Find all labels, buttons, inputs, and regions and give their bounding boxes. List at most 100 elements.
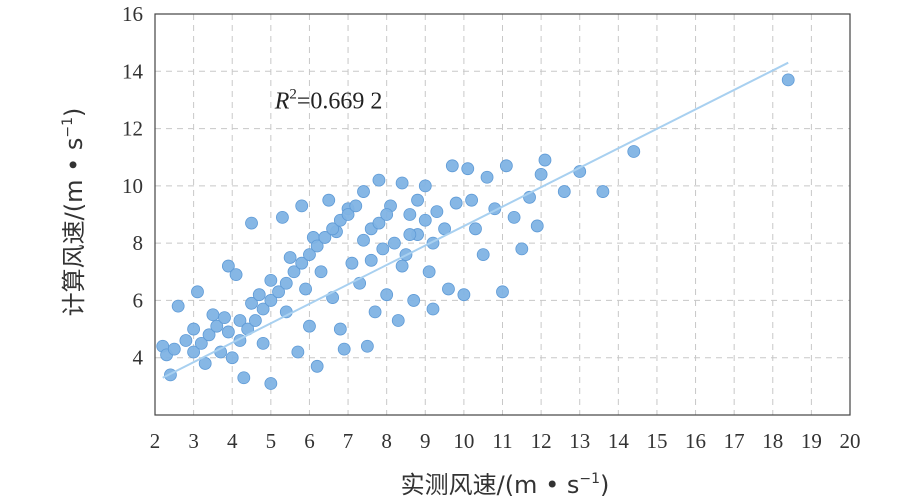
data-point xyxy=(310,239,324,253)
data-point xyxy=(391,314,405,327)
data-point xyxy=(303,248,316,262)
data-point xyxy=(449,196,463,210)
data-point xyxy=(345,256,359,270)
data-point xyxy=(395,259,409,273)
data-point xyxy=(507,210,521,224)
r-squared-var: R xyxy=(274,89,290,115)
x-axis-title-sup: −1 xyxy=(579,471,600,487)
y-axis-title-main: 计算风速/(m • s xyxy=(60,138,88,317)
x-tick-label: 12 xyxy=(531,429,552,453)
data-point xyxy=(442,282,455,296)
x-axis-title-main: 实测风速/(m • s xyxy=(401,471,580,499)
data-point xyxy=(418,213,432,227)
x-tick-label: 5 xyxy=(266,429,277,453)
data-point xyxy=(465,193,479,207)
data-point xyxy=(256,336,270,350)
data-point xyxy=(299,282,312,296)
data-point xyxy=(287,265,301,279)
data-point xyxy=(256,302,270,316)
data-point xyxy=(221,259,235,273)
data-point xyxy=(202,328,216,342)
data-point xyxy=(596,185,610,198)
data-point xyxy=(237,371,251,385)
x-tick-label: 4 xyxy=(227,429,238,453)
y-tick-label: 14 xyxy=(122,59,144,83)
data-point xyxy=(376,242,390,256)
data-point xyxy=(387,236,401,250)
data-point xyxy=(368,305,382,319)
data-point xyxy=(167,342,181,356)
data-point xyxy=(264,377,278,390)
data-point xyxy=(310,359,324,373)
data-point xyxy=(407,294,421,307)
data-point xyxy=(295,199,309,213)
data-point xyxy=(221,325,235,339)
r-squared-sup: 2 xyxy=(289,87,297,103)
data-point xyxy=(364,253,378,267)
data-point xyxy=(245,216,258,230)
x-tick-label: 2 xyxy=(150,429,161,453)
data-point xyxy=(461,162,475,176)
plot-frame xyxy=(154,13,851,416)
data-point xyxy=(469,222,482,236)
x-axis-title: 实测风速/(m • s−1) xyxy=(401,471,610,499)
x-axis-title-end: ) xyxy=(600,471,609,499)
data-point xyxy=(627,145,641,158)
data-point xyxy=(322,193,336,207)
data-point xyxy=(337,342,351,356)
data-point xyxy=(349,199,363,213)
data-point xyxy=(534,167,548,181)
data-point xyxy=(411,193,424,207)
x-tick-label: 7 xyxy=(343,429,354,453)
data-point xyxy=(538,153,552,167)
data-point xyxy=(445,159,459,173)
y-tick-labels: 4 6 8 10 12 14 16 xyxy=(122,2,144,370)
data-points xyxy=(156,73,795,390)
y-tick-label: 8 xyxy=(133,231,144,255)
data-point xyxy=(264,294,278,307)
y-axis-title-sup: −1 xyxy=(60,117,76,138)
x-tick-label: 16 xyxy=(685,429,706,453)
x-tick-label: 13 xyxy=(569,429,590,453)
fit-line xyxy=(162,61,789,379)
data-point xyxy=(276,210,289,224)
data-point xyxy=(403,228,417,241)
x-tick-label: 3 xyxy=(188,429,199,453)
y-axis-title: 计算风速/(m • s−1) xyxy=(60,108,88,317)
data-point xyxy=(372,216,386,230)
data-point xyxy=(530,219,544,233)
x-tick-label: 9 xyxy=(420,429,431,453)
data-point xyxy=(283,251,297,264)
x-tick-label: 6 xyxy=(304,429,315,453)
x-tick-label: 19 xyxy=(801,429,822,453)
x-tick-label: 14 xyxy=(608,429,630,453)
data-point xyxy=(206,308,220,322)
grid-lines xyxy=(155,14,850,415)
data-point xyxy=(252,288,266,302)
data-point xyxy=(357,233,370,247)
x-tick-label: 18 xyxy=(762,429,783,453)
data-point xyxy=(233,314,247,327)
data-point xyxy=(395,176,409,190)
data-point xyxy=(225,351,239,365)
r-squared-value: =0.669 2 xyxy=(297,89,383,115)
x-tick-labels: 2 3 4 5 6 7 8 9 10 11 12 13 14 15 16 17 18 19 20 xyxy=(150,429,861,453)
y-tick-label: 6 xyxy=(133,288,144,312)
data-point xyxy=(318,231,332,244)
data-point xyxy=(295,256,309,270)
data-point xyxy=(218,311,231,325)
y-tick-label: 10 xyxy=(122,174,143,198)
x-tick-label: 17 xyxy=(724,429,745,453)
data-point xyxy=(418,179,432,193)
data-point xyxy=(557,185,571,198)
data-point xyxy=(291,345,305,359)
x-tick-label: 15 xyxy=(646,429,667,453)
r-squared-annotation: R2=0.669 2 xyxy=(274,87,383,115)
y-tick-label: 16 xyxy=(122,2,143,26)
data-point xyxy=(480,170,494,184)
data-point xyxy=(380,208,394,221)
y-tick-label: 12 xyxy=(122,117,143,141)
data-point xyxy=(476,248,490,262)
data-point xyxy=(781,73,795,87)
